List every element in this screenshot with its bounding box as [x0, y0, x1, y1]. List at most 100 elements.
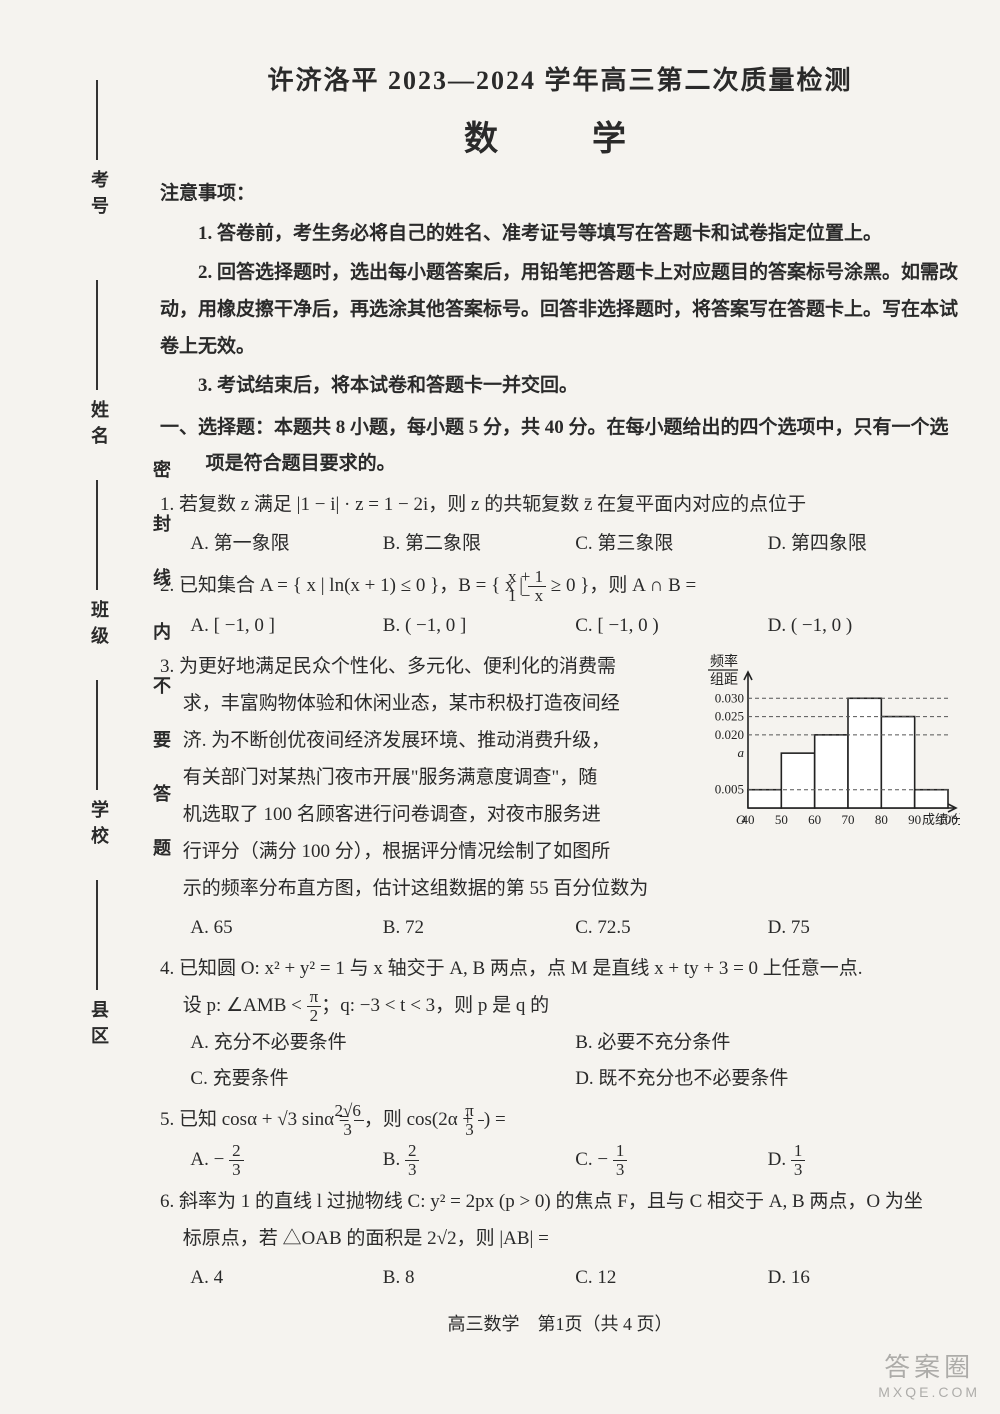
underline-4: [96, 880, 98, 990]
q1-D: D. 第四象限: [768, 525, 960, 562]
q2: 2. 已知集合 A = { x | ln(x + 1) ≤ 0 }，B = { …: [160, 567, 960, 644]
q3-A: A. 65: [190, 909, 382, 946]
svg-text:0.005: 0.005: [715, 781, 744, 796]
svg-text:a: a: [738, 745, 745, 760]
q6-A: A. 4: [190, 1259, 382, 1296]
exam-title: 许济洛平 2023—2024 学年高三第二次质量检测: [160, 60, 960, 97]
svg-text:80: 80: [875, 812, 888, 827]
q3: 3. 为更好地满足民众个性化、多元化、便利化的消费需 求，丰富购物体验和休闲业态…: [160, 648, 960, 946]
q5-options: A. − 23 B. 23 C. − 13 D. 13: [160, 1141, 960, 1179]
watermark-top: 答案圈: [878, 1347, 980, 1384]
notice-head: 注意事项：: [160, 178, 960, 205]
q1-stem: 1. 若复数 z 满足 |1 − i| · z = 1 − 2i，则 z 的共轭…: [160, 486, 960, 523]
q6-l1: 6. 斜率为 1 的直线 l 过抛物线 C: y² = 2px (p > 0) …: [160, 1183, 960, 1220]
q4-A: A. 充分不必要条件: [190, 1025, 575, 1061]
q3-l2: 求，丰富购物体验和休闲业态，某市积极打造夜间经: [160, 685, 690, 722]
watermark-bot: MXQE.COM: [878, 1384, 980, 1400]
q6-l2: 标原点，若 △OAB 的面积是 2√2，则 |AB| =: [160, 1220, 960, 1257]
q1: 1. 若复数 z 满足 |1 − i| · z = 1 − 2i，则 z 的共轭…: [160, 486, 960, 562]
q5-b: ，则 cos(2α +: [364, 1109, 478, 1130]
field-school: 学校: [86, 800, 112, 852]
exam-page: 许济洛平 2023—2024 学年高三第二次质量检测 数 学 注意事项： 1. …: [160, 60, 960, 1336]
q4-D: D. 既不充分也不必要条件: [575, 1061, 960, 1097]
q4-l1: 4. 已知圆 O: x² + y² = 1 与 x 轴交于 A, B 两点，点 …: [160, 950, 960, 987]
q1-C: C. 第三象限: [575, 525, 767, 562]
q2-C: C. [ −1, 0 ): [575, 607, 767, 644]
q5-C: C. − 13: [575, 1141, 767, 1179]
svg-text:0.030: 0.030: [715, 690, 744, 705]
page-footer: 高三数学 第1页（共 4 页）: [160, 1310, 960, 1336]
field-name: 姓名: [86, 400, 112, 452]
q3-l1: 3. 为更好地满足民众个性化、多元化、便利化的消费需: [160, 648, 690, 685]
q3-l3: 济. 为不断创优夜间经济发展环境、推动消费升级，: [160, 722, 690, 759]
q2-D: D. ( −1, 0 ): [768, 607, 960, 644]
q5: 5. 已知 cosα + √3 sinα = 2√63，则 cos(2α + π…: [160, 1101, 960, 1179]
q6-D: D. 16: [768, 1259, 960, 1296]
q5-c: ) =: [484, 1109, 506, 1130]
q5-D: D. 13: [768, 1141, 960, 1179]
q2-stem: 2. 已知集合 A = { x | ln(x + 1) ≤ 0 }，B = { …: [160, 567, 960, 605]
svg-text:50: 50: [775, 812, 788, 827]
underline-2: [96, 480, 98, 590]
q2-stem-a: 2. 已知集合 A = { x | ln(x + 1) ≤ 0 }，B = { …: [160, 575, 528, 596]
q3-text: 3. 为更好地满足民众个性化、多元化、便利化的消费需 求，丰富购物体验和休闲业态…: [160, 648, 690, 870]
q2-stem-b: ≥ 0 }，则 A ∩ B =: [546, 575, 696, 596]
svg-text:90: 90: [908, 812, 921, 827]
notice-p1: 1. 答卷前，考生务必将自己的姓名、准考证号等填写在答题卡和试卷指定位置上。: [160, 215, 960, 252]
q6: 6. 斜率为 1 的直线 l 过抛物线 C: y² = 2px (p > 0) …: [160, 1183, 960, 1296]
q1-B: B. 第二象限: [383, 525, 575, 562]
q1-A: A. 第一象限: [190, 525, 382, 562]
svg-text:60: 60: [808, 812, 821, 827]
q3-l6: 行评分（满分 100 分），根据评分情况绘制了如图所: [160, 833, 690, 870]
q4-l2b: ；q: −3 < t < 3，则 p 是 q 的: [321, 995, 549, 1016]
section1-l1: 一、选择题：本题共 8 小题，每小题 5 分，共 40 分。在每小题给出的四个选…: [160, 410, 960, 446]
exam-subject: 数 学: [160, 111, 960, 160]
q3-l5: 机选取了 100 名顾客进行问卷调查，对夜市服务进: [160, 796, 690, 833]
q3-D: D. 75: [768, 909, 960, 946]
q3-l7: 示的频率分布直方图，估计这组数据的第 55 百分位数为: [160, 870, 960, 907]
svg-text:70: 70: [842, 812, 855, 827]
underline-0: [96, 80, 98, 160]
q3-C: C. 72.5: [575, 909, 767, 946]
q6-options: A. 4 B. 8 C. 12 D. 16: [160, 1259, 960, 1296]
notice-p2: 2. 回答选择题时，选出每小题答案后，用铅笔把答题卡上对应题目的答案标号涂黑。如…: [160, 254, 960, 365]
q2-frac: x + 11 − x: [528, 568, 546, 605]
watermark: 答案圈 MXQE.COM: [878, 1347, 980, 1400]
q5-A: A. − 23: [190, 1141, 382, 1179]
q4-l2: 设 p: ∠AMB < π2；q: −3 < t < 3，则 p 是 q 的: [160, 987, 960, 1025]
svg-text:0.020: 0.020: [715, 726, 744, 741]
svg-text:频率: 频率: [710, 653, 738, 670]
svg-text:组距: 组距: [710, 672, 738, 688]
section1-l2: 项是符合题目要求的。: [160, 446, 960, 482]
q6-C: C. 12: [575, 1259, 767, 1296]
q4-C: C. 充要条件: [190, 1061, 575, 1097]
q2-options: A. [ −1, 0 ] B. ( −1, 0 ] C. [ −1, 0 ) D…: [160, 607, 960, 644]
q2-B: B. ( −1, 0 ]: [383, 607, 575, 644]
histogram-svg: 频率组距0.0050.0200.0250.030a405060708090100…: [700, 652, 960, 832]
q4-l2a: 设 p: ∠AMB <: [183, 995, 307, 1016]
q5-frac1: 2√63: [354, 1102, 364, 1139]
field-class: 班级: [86, 600, 112, 652]
underline-1: [96, 280, 98, 390]
svg-text:成绩/分: 成绩/分: [922, 812, 960, 827]
q4-B: B. 必要不充分条件: [575, 1025, 960, 1061]
field-examno: 考号: [86, 170, 112, 222]
notice-p3: 3. 考试结束后，将本试卷和答题卡一并交回。: [160, 367, 960, 404]
q4-frac: π2: [307, 988, 322, 1025]
info-sidebar: 考号 姓名 班级 学校 县区 密封线内不要答题: [30, 100, 150, 1100]
q3-B: B. 72: [383, 909, 575, 946]
underline-3: [96, 680, 98, 790]
q5-a: 5. 已知 cosα + √3 sinα =: [160, 1109, 354, 1130]
svg-text:0.025: 0.025: [715, 708, 744, 723]
q4-options: A. 充分不必要条件 B. 必要不充分条件 C. 充要条件 D. 既不充分也不必…: [160, 1025, 960, 1097]
q4: 4. 已知圆 O: x² + y² = 1 与 x 轴交于 A, B 两点，点 …: [160, 950, 960, 1097]
q5-stem: 5. 已知 cosα + √3 sinα = 2√63，则 cos(2α + π…: [160, 1101, 960, 1139]
field-county: 县区: [86, 1000, 112, 1052]
q3-l4: 有关部门对某热门夜市开展"服务满意度调查"，随: [160, 759, 690, 796]
q1-options: A. 第一象限 B. 第二象限 C. 第三象限 D. 第四象限: [160, 525, 960, 562]
svg-text:O: O: [736, 812, 746, 827]
q6-B: B. 8: [383, 1259, 575, 1296]
q2-A: A. [ −1, 0 ]: [190, 607, 382, 644]
q3-histogram: 频率组距0.0050.0200.0250.030a405060708090100…: [700, 652, 960, 832]
q3-options: A. 65 B. 72 C. 72.5 D. 75: [160, 909, 960, 946]
